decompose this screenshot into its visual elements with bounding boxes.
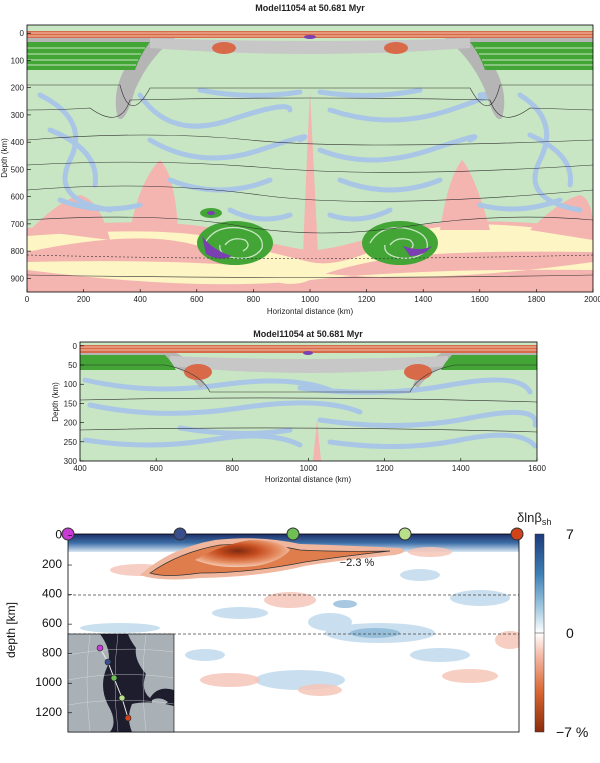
y-tick-label: 300 xyxy=(64,457,78,466)
panel-3: −2.3 % 0 200 400 600 800 1000 1200 depth [km] xyxy=(4,510,588,740)
colorbar-max-label: 7 xyxy=(566,526,574,542)
panel-2-x-label: Horizontal distance (km) xyxy=(265,475,352,484)
x-tick-label: 1600 xyxy=(528,464,546,473)
panel-3-y-label: depth [km] xyxy=(4,602,18,658)
panel-2-y-label: Depth (km) xyxy=(51,382,60,422)
panel-2-plot-area xyxy=(80,342,537,461)
profile-stations xyxy=(61,527,524,541)
panel-1: Model11054 at 50.681 Myr xyxy=(0,3,600,316)
y-tick-label: 0 xyxy=(73,342,78,351)
panel-1-title: Model11054 at 50.681 Myr xyxy=(255,3,365,13)
x-tick-label: 1000 xyxy=(300,464,318,473)
colorbar-label: δlnβ xyxy=(517,510,542,525)
colorbar-mid-label: 0 xyxy=(566,625,574,641)
y-tick-label: 1000 xyxy=(35,675,62,689)
y-tick-label: 0 xyxy=(20,29,25,38)
x-tick-label: 1400 xyxy=(414,295,432,304)
panel-1-x-label: Horizontal distance (km) xyxy=(267,307,354,316)
x-tick-label: 200 xyxy=(77,295,91,304)
station-marker xyxy=(61,527,75,541)
y-tick-label: 250 xyxy=(64,438,78,447)
inset-map xyxy=(67,633,175,733)
panel-3-plot-area xyxy=(68,534,519,732)
station-marker xyxy=(398,527,412,541)
y-tick-label: 700 xyxy=(11,220,25,229)
y-tick-label: 500 xyxy=(11,165,25,174)
x-tick-label: 1600 xyxy=(471,295,489,304)
contour-label: −2.3 % xyxy=(340,557,375,569)
x-tick-label: 400 xyxy=(73,464,87,473)
panel-2-x-axis: 400 600 800 1000 1200 1400 1600 xyxy=(73,458,546,473)
x-tick-label: 2000 xyxy=(584,295,600,304)
x-tick-label: 400 xyxy=(134,295,148,304)
y-tick-label: 800 xyxy=(42,646,62,660)
y-tick-label: 150 xyxy=(64,399,78,408)
y-tick-label: 1200 xyxy=(35,705,62,719)
x-tick-label: 1400 xyxy=(452,464,470,473)
station-marker xyxy=(173,527,187,541)
panel-2: Model11054 at 50.681 Myr xyxy=(51,329,546,484)
y-tick-label: 100 xyxy=(64,380,78,389)
panel-3-y-axis: 0 200 400 600 800 1000 1200 xyxy=(35,527,72,719)
y-tick-label: 900 xyxy=(11,274,25,283)
inset-station-marker xyxy=(118,694,126,702)
colorbar-label-subscript: sh xyxy=(542,517,552,527)
y-tick-label: 400 xyxy=(42,587,62,601)
panel-2-y-axis: 0 50 100 150 200 250 300 xyxy=(64,342,84,466)
x-tick-label: 800 xyxy=(247,295,261,304)
inset-station-marker xyxy=(110,674,118,682)
colorbar: δlnβsh 7 0 −7 % xyxy=(517,510,588,740)
y-tick-label: 600 xyxy=(11,193,25,202)
y-tick-label: 200 xyxy=(42,557,62,571)
inset-station-marker xyxy=(104,658,112,666)
x-tick-label: 800 xyxy=(226,464,240,473)
inset-station-marker xyxy=(124,714,132,722)
colorbar-title: δlnβsh xyxy=(517,510,551,527)
y-tick-label: 400 xyxy=(11,138,25,147)
x-tick-label: 1800 xyxy=(528,295,546,304)
panel-1-y-axis: 0 100 200 300 400 500 600 700 800 900 xyxy=(11,29,31,283)
panel-1-y-label: Depth (km) xyxy=(0,138,9,178)
x-tick-label: 1200 xyxy=(358,295,376,304)
x-tick-label: 1000 xyxy=(301,295,319,304)
y-tick-label: 300 xyxy=(11,111,25,120)
panel-1-plot-area xyxy=(27,25,593,292)
y-tick-label: 200 xyxy=(11,84,25,93)
panel-2-title: Model11054 at 50.681 Myr xyxy=(253,329,363,339)
y-tick-label: 50 xyxy=(68,361,77,370)
station-marker xyxy=(510,527,524,541)
x-tick-label: 1200 xyxy=(376,464,394,473)
station-marker xyxy=(286,527,300,541)
x-tick-label: 600 xyxy=(190,295,204,304)
inset-stations xyxy=(96,644,132,722)
inset-station-marker xyxy=(96,644,104,652)
y-tick-label: 100 xyxy=(11,56,25,65)
x-tick-label: 600 xyxy=(149,464,163,473)
panel-1-x-axis: 0 200 400 600 800 1000 1200 1400 1600 1800 2000 xyxy=(25,289,600,304)
y-tick-label: 800 xyxy=(11,247,25,256)
y-tick-label: 200 xyxy=(64,419,78,428)
y-tick-label: 600 xyxy=(42,616,62,630)
colorbar-min-label: −7 % xyxy=(556,724,588,740)
y-tick-label: 0 xyxy=(55,527,62,541)
x-tick-label: 0 xyxy=(25,295,30,304)
